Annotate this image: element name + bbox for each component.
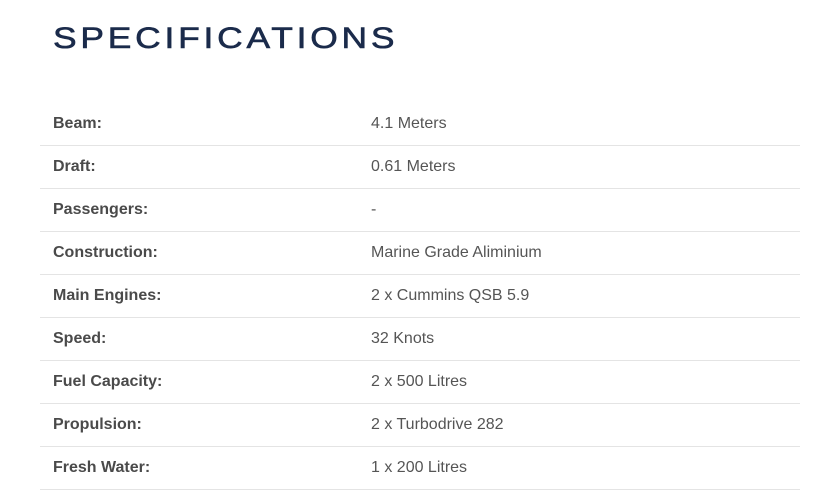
spec-row: Draft: 0.61 Meters xyxy=(40,146,800,189)
spec-row: Construction: Marine Grade Aliminium xyxy=(40,232,800,275)
spec-label: Fuel Capacity: xyxy=(53,373,163,390)
spec-value: 32 Knots xyxy=(371,330,435,347)
spec-row: Beam: 4.1 Meters xyxy=(40,103,800,146)
spec-row: Propulsion: 2 x Turbodrive 282 xyxy=(40,404,800,447)
spec-label: Draft: xyxy=(53,158,96,175)
specifications-table: Beam: 4.1 Meters Draft: 0.61 Meters Passenge… xyxy=(40,103,800,490)
spec-label: Propulsion: xyxy=(53,416,142,433)
spec-value: 4.1 Meters xyxy=(371,115,447,132)
spec-label: Beam: xyxy=(53,115,102,132)
spec-row: Main Engines: 2 x Cummins QSB 5.9 xyxy=(40,275,800,318)
spec-value: 2 x Turbodrive 282 xyxy=(371,416,504,433)
spec-row: Passengers: - xyxy=(40,189,800,232)
spec-value: 2 x Cummins QSB 5.9 xyxy=(371,287,530,304)
spec-label: Main Engines: xyxy=(53,287,162,304)
spec-row: Fuel Capacity: 2 x 500 Litres xyxy=(40,361,800,404)
spec-value: 1 x 200 Litres xyxy=(371,459,468,476)
spec-label: Passengers: xyxy=(53,201,149,218)
spec-value: 2 x 500 Litres xyxy=(371,373,468,390)
spec-value: - xyxy=(371,201,377,218)
page-title: SPECIFICATIONS xyxy=(53,22,399,56)
spec-label: Fresh Water: xyxy=(53,459,151,476)
spec-label: Speed: xyxy=(53,330,107,347)
spec-value: 0.61 Meters xyxy=(371,158,456,175)
spec-label: Construction: xyxy=(53,244,158,261)
spec-value: Marine Grade Aliminium xyxy=(371,244,542,261)
spec-row: Speed: 32 Knots xyxy=(40,318,800,361)
spec-row: Fresh Water: 1 x 200 Litres xyxy=(40,447,800,490)
